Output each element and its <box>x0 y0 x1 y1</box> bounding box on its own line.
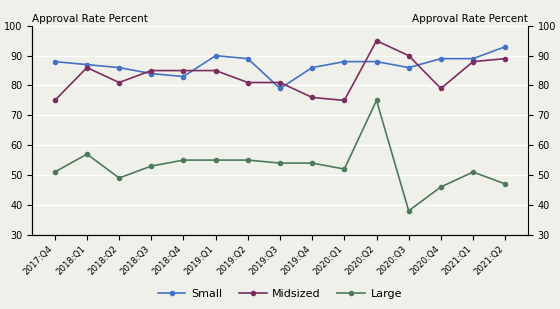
Small <box>309 66 315 70</box>
Large <box>52 170 58 174</box>
Line: Large: Large <box>53 98 507 213</box>
Large <box>245 158 251 162</box>
Midsized <box>277 81 283 84</box>
Large <box>212 158 219 162</box>
Large <box>116 176 123 180</box>
Small <box>502 45 508 49</box>
Midsized <box>52 99 58 102</box>
Small <box>405 66 412 70</box>
Small <box>116 66 123 70</box>
Small <box>277 87 283 90</box>
Large <box>309 161 315 165</box>
Large <box>470 170 477 174</box>
Small <box>52 60 58 63</box>
Large <box>83 152 90 156</box>
Large <box>405 209 412 213</box>
Text: Approval Rate Percent: Approval Rate Percent <box>32 14 148 24</box>
Small <box>373 60 380 63</box>
Large <box>277 161 283 165</box>
Midsized <box>309 95 315 99</box>
Small <box>341 60 348 63</box>
Midsized <box>437 87 444 90</box>
Midsized <box>341 99 348 102</box>
Small <box>212 54 219 57</box>
Legend: Small, Midsized, Large: Small, Midsized, Large <box>153 285 407 303</box>
Large <box>180 158 187 162</box>
Small <box>470 57 477 61</box>
Large <box>341 167 348 171</box>
Midsized <box>470 60 477 63</box>
Midsized <box>148 69 155 72</box>
Midsized <box>373 39 380 43</box>
Midsized <box>116 81 123 84</box>
Midsized <box>405 54 412 57</box>
Midsized <box>180 69 187 72</box>
Small <box>437 57 444 61</box>
Line: Small: Small <box>53 44 507 91</box>
Midsized <box>83 66 90 70</box>
Small <box>83 63 90 66</box>
Large <box>148 164 155 168</box>
Midsized <box>212 69 219 72</box>
Small <box>245 57 251 61</box>
Midsized <box>245 81 251 84</box>
Large <box>373 99 380 102</box>
Large <box>437 185 444 189</box>
Line: Midsized: Midsized <box>53 39 507 103</box>
Small <box>180 75 187 78</box>
Midsized <box>502 57 508 61</box>
Large <box>502 182 508 186</box>
Text: Approval Rate Percent: Approval Rate Percent <box>412 14 528 24</box>
Small <box>148 72 155 75</box>
